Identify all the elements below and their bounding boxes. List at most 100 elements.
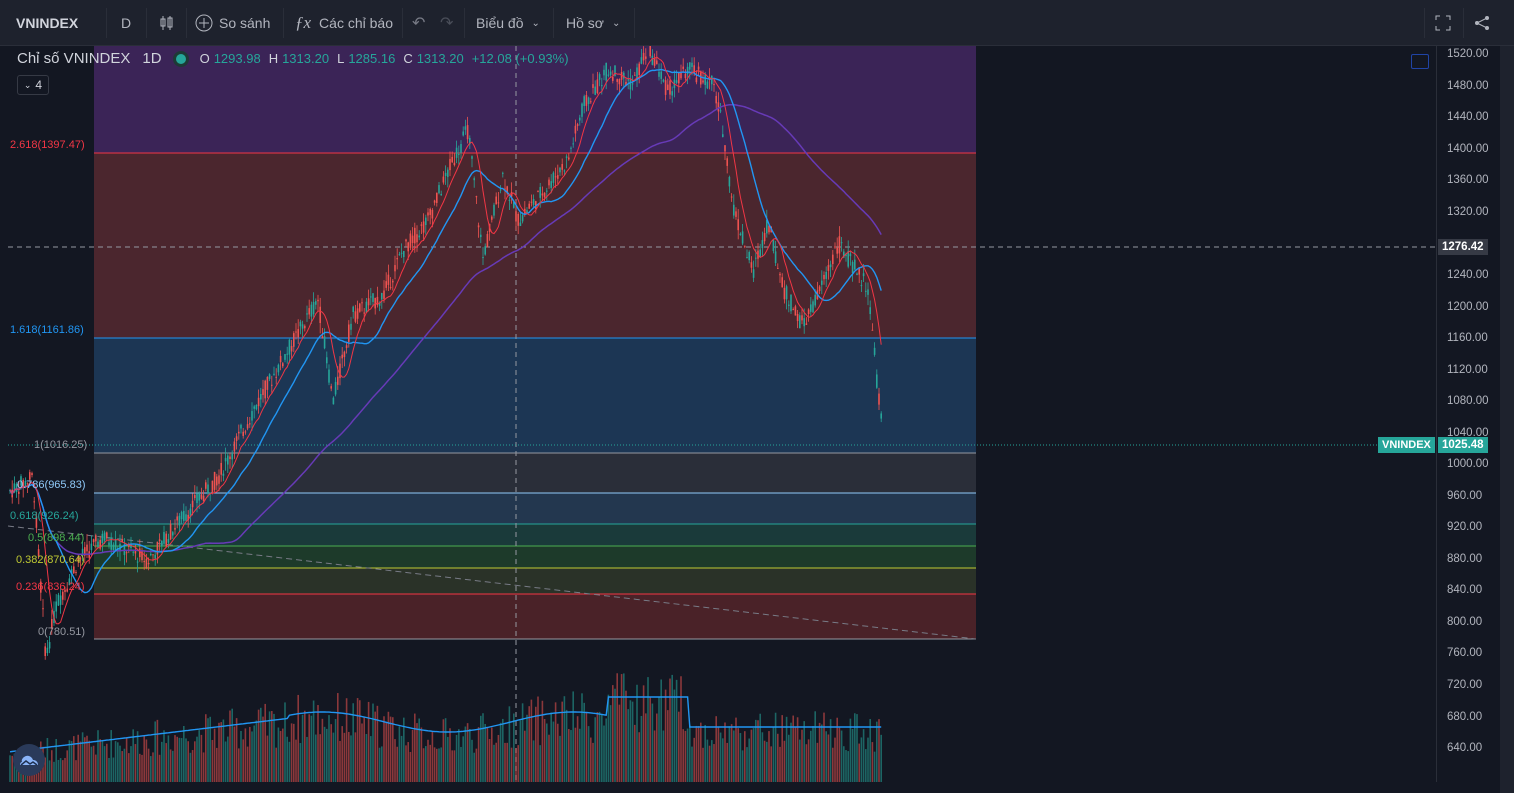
volume-bar [647, 677, 649, 782]
volume-bar [348, 731, 350, 782]
candle-body [343, 351, 346, 358]
candle-body [33, 501, 35, 503]
volume-bar [697, 725, 700, 782]
price-tick: 800.00 [1447, 616, 1483, 628]
candle-body [165, 533, 167, 547]
fib-label-0236: 0.236(836.24) [16, 581, 85, 593]
volume-bar [392, 717, 394, 782]
indicators-button[interactable]: ƒx Các chỉ báo [295, 0, 393, 46]
volume-bar [306, 736, 308, 782]
chart-menu-button[interactable]: Biểu đồ ⌄ [476, 0, 540, 46]
volume-bar [733, 730, 735, 782]
candle-body [425, 217, 427, 226]
candle-body [308, 308, 310, 315]
candle-body [596, 79, 599, 94]
interval-button[interactable]: D [121, 0, 131, 46]
share-button[interactable] [1473, 0, 1491, 46]
volume-bar [689, 724, 691, 782]
candle-body [246, 424, 249, 429]
candle-body [341, 354, 343, 359]
candle-body [92, 539, 95, 543]
volume-bar [172, 750, 174, 782]
volume-bar [297, 694, 299, 782]
symbol-search[interactable]: VNINDEX [16, 0, 78, 46]
volume-bar [383, 716, 385, 782]
candle-body [510, 192, 513, 197]
volume-bar [603, 725, 605, 782]
volume-bar [99, 739, 101, 782]
candle-body [306, 313, 308, 315]
volume-bar [768, 731, 770, 782]
volume-bar [693, 737, 695, 782]
volume-bar [653, 730, 656, 782]
candle-body [64, 589, 66, 592]
fullscreen-button[interactable] [1434, 0, 1452, 46]
candle-body [601, 85, 603, 87]
volume-bar [51, 750, 53, 782]
volume-bar [141, 754, 143, 782]
market-status-dot [175, 53, 186, 64]
volume-bar [535, 706, 537, 782]
indicators-collapse-button[interactable]: ⌄ 4 [17, 75, 49, 95]
candle-body [550, 181, 552, 188]
profile-menu-button[interactable]: Hồ sơ ⌄ [566, 0, 620, 46]
candle-body [279, 355, 282, 363]
volume-bars [9, 673, 882, 782]
volume-bar [873, 751, 876, 782]
volume-bar [97, 730, 99, 782]
price-tick: 1200.00 [1447, 301, 1489, 313]
candle-body [799, 315, 801, 329]
candle-body [407, 242, 409, 252]
volume-bar [583, 702, 585, 782]
candle-type-button[interactable] [158, 0, 176, 46]
candle-body [176, 516, 178, 521]
volume-bar [755, 719, 757, 782]
redo-button[interactable]: ↷ [440, 0, 453, 46]
candle-body [788, 304, 790, 306]
compare-button[interactable]: So sánh [195, 0, 270, 46]
volume-bar [623, 673, 625, 782]
volume-bar [308, 714, 310, 782]
price-axis[interactable]: 1520.00 1480.00 1440.00 1400.00 1360.00 … [1436, 46, 1501, 782]
chart-settings-icon[interactable] [1411, 54, 1429, 69]
volume-bar [44, 757, 46, 782]
open-label: O [199, 51, 210, 66]
candle-body [862, 273, 865, 277]
volume-bar [783, 740, 786, 782]
volume-bar [763, 740, 766, 782]
candle-body [735, 211, 737, 217]
candle-body [114, 539, 117, 551]
price-tick: 1240.00 [1447, 269, 1489, 281]
candle-body [543, 192, 546, 198]
volume-bar [748, 738, 750, 782]
app-logo[interactable] [13, 744, 45, 776]
right-scrollbar[interactable] [1500, 46, 1514, 793]
volume-bar [462, 736, 464, 782]
candle-body [625, 81, 627, 86]
candle-body [733, 204, 735, 216]
candle-body [504, 188, 506, 190]
volume-bar [640, 715, 643, 782]
candle-body [392, 280, 394, 283]
candle-body [607, 74, 610, 76]
volume-bar [451, 750, 453, 782]
price-tick: 1120.00 [1447, 364, 1488, 376]
volume-bar [143, 735, 145, 782]
last-price-symbol-label: VNINDEX [1378, 437, 1435, 453]
undo-button[interactable]: ↶ [412, 0, 425, 46]
candle-body [29, 472, 31, 480]
volume-bar [739, 733, 742, 782]
candle-body [715, 95, 717, 104]
candle-body [631, 83, 634, 85]
fib-label-1: 1(1016.25) [34, 439, 88, 451]
candle-body [187, 514, 189, 521]
volume-bar [851, 729, 854, 782]
volume-bar [262, 716, 264, 782]
price-chart[interactable] [8, 46, 1436, 782]
candle-body [785, 286, 788, 300]
candle-body [51, 618, 53, 629]
close-label: C [403, 51, 413, 66]
volume-bar [378, 747, 381, 782]
indicators-label: Các chỉ báo [319, 15, 393, 31]
volume-bar [548, 734, 550, 782]
